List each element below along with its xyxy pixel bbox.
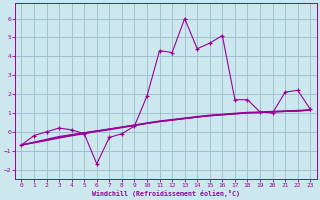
X-axis label: Windchill (Refroidissement éolien,°C): Windchill (Refroidissement éolien,°C) [92, 190, 240, 197]
